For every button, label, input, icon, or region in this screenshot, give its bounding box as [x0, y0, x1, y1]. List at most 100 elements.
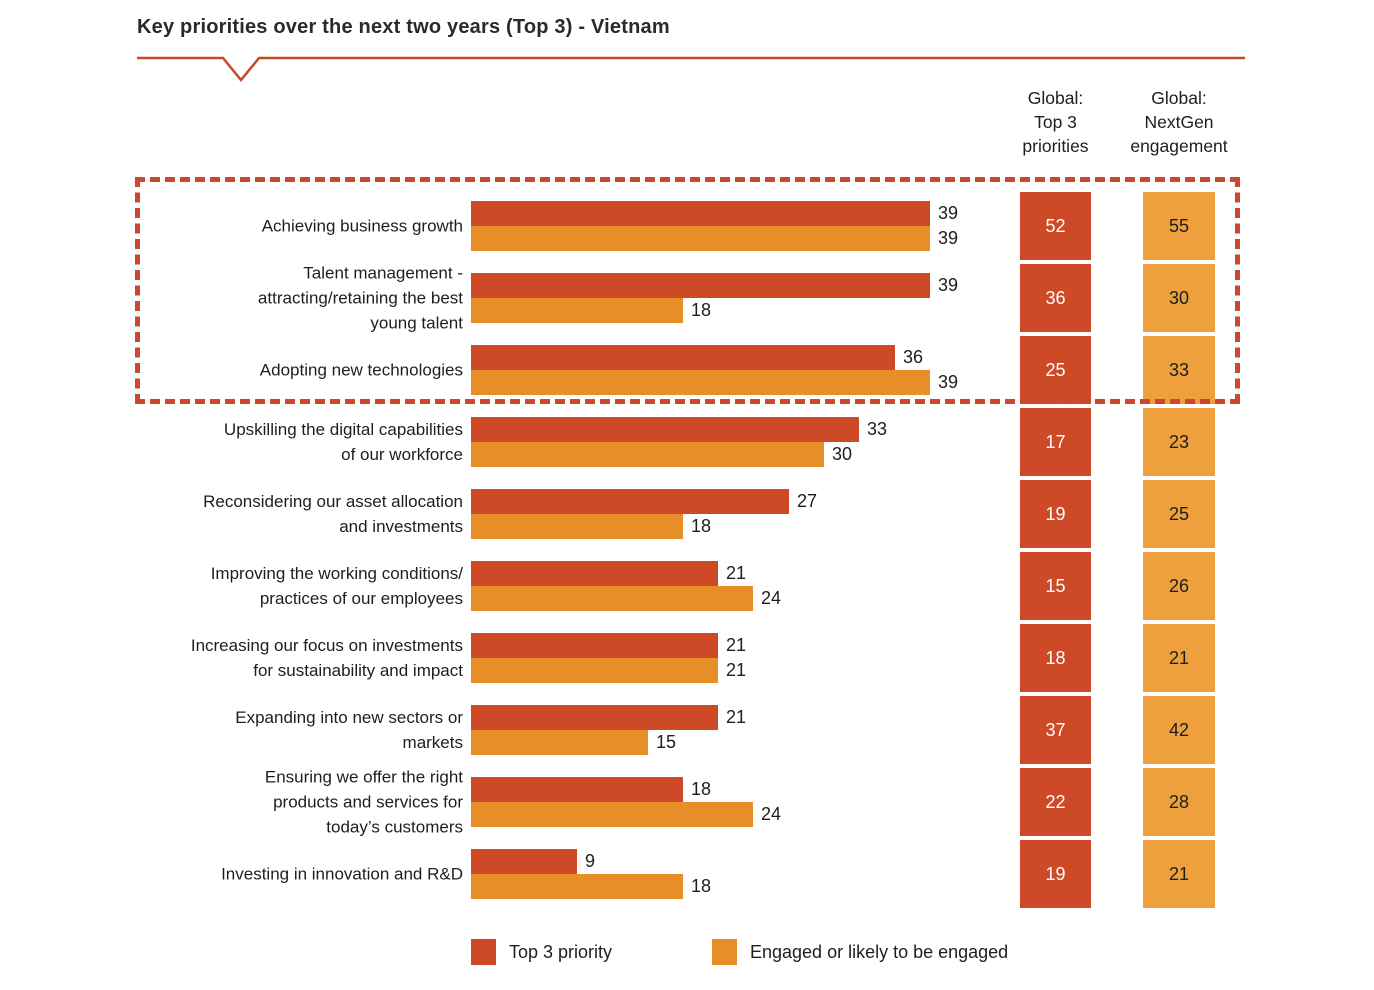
column-header-global-top3: Global: Top 3 priorities	[1022, 88, 1089, 156]
global-top3-value: 37	[1045, 719, 1066, 740]
global-nextgen-box: 55	[1143, 192, 1215, 260]
row-label: Ensuring we offer the right products and…	[264, 767, 463, 837]
global-nextgen-value: 23	[1168, 431, 1190, 452]
bar-engaged-value: 24	[761, 588, 782, 608]
row-label: Expanding into new sectors or markets	[235, 708, 463, 752]
chart-row: Ensuring we offer the right products and…	[137, 766, 1247, 838]
bar-top3	[471, 705, 718, 730]
global-top3-value: 19	[1045, 863, 1066, 884]
bar-engaged-value: 18	[691, 300, 712, 320]
bar-top3	[471, 777, 683, 802]
column-header-global-nextgen: Global: NextGen engagement	[1130, 88, 1228, 156]
global-top3-box: 18	[1020, 624, 1091, 692]
global-nextgen-value: 33	[1168, 359, 1190, 380]
bar-group: 33 30	[471, 417, 887, 467]
chart-row: Adopting new technologies 36 39 25 33	[137, 334, 1247, 406]
legend-label-engaged: Engaged or likely to be engaged	[750, 941, 1009, 962]
global-nextgen-value: 25	[1168, 503, 1190, 524]
global-nextgen-value: 28	[1168, 791, 1190, 812]
chart-row: Talent management - attracting/retaining…	[137, 262, 1247, 334]
legend-label-top3: Top 3 priority	[509, 941, 613, 962]
global-top3-value: 25	[1045, 359, 1066, 380]
bar-top3	[471, 849, 577, 874]
global-nextgen-value: 21	[1168, 863, 1190, 884]
bar-engaged-value: 39	[938, 372, 959, 392]
global-nextgen-value: 21	[1168, 647, 1190, 668]
global-top3-value: 17	[1045, 431, 1066, 452]
global-nextgen-box: 21	[1143, 840, 1215, 908]
global-top3-value: 52	[1045, 215, 1066, 236]
bar-top3-value: 33	[867, 419, 888, 439]
chart-row: Improving the working conditions/ practi…	[137, 550, 1247, 622]
bar-top3-value: 39	[938, 203, 959, 223]
chart-rows: Achieving business growth 39 39 52 55 Ta…	[137, 190, 1247, 910]
global-top3-box: 19	[1020, 480, 1091, 548]
global-nextgen-value: 42	[1168, 719, 1190, 740]
bar-top3-value: 21	[726, 635, 747, 655]
global-top3-box: 22	[1020, 768, 1091, 836]
bar-engaged	[471, 658, 718, 683]
bar-group: 21 24	[471, 561, 781, 611]
bar-engaged-value: 18	[691, 516, 712, 536]
global-nextgen-value: 55	[1168, 215, 1190, 236]
bar-engaged-value: 24	[761, 804, 782, 824]
bar-top3-value: 39	[938, 275, 959, 295]
page-title: Key priorities over the next two years (…	[137, 16, 670, 38]
row-label: Adopting new technologies	[259, 360, 463, 380]
row-label: Investing in innovation and R&D	[221, 864, 463, 884]
bar-group: 21 15	[471, 705, 746, 755]
bar-top3	[471, 345, 895, 370]
bar-top3	[471, 201, 930, 226]
global-nextgen-box: 42	[1143, 696, 1215, 764]
legend: Top 3 priority Engaged or likely to be e…	[0, 939, 1374, 969]
bar-engaged-value: 39	[938, 228, 959, 248]
chart-row: Increasing our focus on investments for …	[137, 622, 1247, 694]
row-label: Improving the working conditions/ practi…	[210, 564, 463, 608]
chart-row: Investing in innovation and R&D 9 18 19 …	[137, 838, 1247, 910]
global-nextgen-value: 30	[1168, 287, 1190, 308]
bar-group: 21 21	[471, 633, 746, 683]
bar-top3	[471, 417, 859, 442]
bar-top3	[471, 273, 930, 298]
bar-group: 18 24	[471, 777, 781, 827]
bar-engaged	[471, 226, 930, 251]
global-nextgen-box: 23	[1143, 408, 1215, 476]
global-top3-box: 15	[1020, 552, 1091, 620]
chart-row: Achieving business growth 39 39 52 55	[137, 190, 1247, 262]
bar-top3	[471, 561, 718, 586]
global-top3-box: 19	[1020, 840, 1091, 908]
bar-group: 39 39	[471, 201, 958, 251]
bar-top3-value: 9	[585, 851, 596, 871]
global-nextgen-box: 33	[1143, 336, 1215, 404]
bar-engaged	[471, 370, 930, 395]
bar-group: 9 18	[471, 849, 711, 899]
global-top3-box: 36	[1020, 264, 1091, 332]
bar-engaged-value: 30	[832, 444, 853, 464]
global-top3-value: 36	[1045, 287, 1066, 308]
bar-engaged	[471, 874, 683, 899]
legend-item-engaged: Engaged or likely to be engaged	[712, 939, 1008, 965]
bar-engaged-value: 21	[726, 660, 747, 680]
bar-engaged	[471, 730, 648, 755]
global-nextgen-box: 25	[1143, 480, 1215, 548]
global-nextgen-box: 21	[1143, 624, 1215, 692]
chart-row: Reconsidering our asset allocation and i…	[137, 478, 1247, 550]
bar-group: 27 18	[471, 489, 817, 539]
legend-swatch-top3	[471, 939, 496, 965]
chart-row: Upskilling the digital capabilities of o…	[137, 406, 1247, 478]
global-top3-value: 18	[1045, 647, 1066, 668]
global-top3-value: 22	[1045, 791, 1066, 812]
bar-top3-value: 27	[797, 491, 818, 511]
bar-engaged	[471, 514, 683, 539]
bar-engaged	[471, 298, 683, 323]
bar-top3-value: 36	[903, 347, 924, 367]
row-label: Achieving business growth	[261, 216, 463, 236]
bar-engaged-value: 18	[691, 876, 712, 896]
title-underline-rule	[137, 56, 1245, 82]
global-top3-value: 19	[1045, 503, 1066, 524]
legend-swatch-engaged	[712, 939, 737, 965]
legend-item-top3: Top 3 priority	[471, 939, 612, 965]
global-top3-box: 17	[1020, 408, 1091, 476]
chart-row: Expanding into new sectors or markets 21…	[137, 694, 1247, 766]
